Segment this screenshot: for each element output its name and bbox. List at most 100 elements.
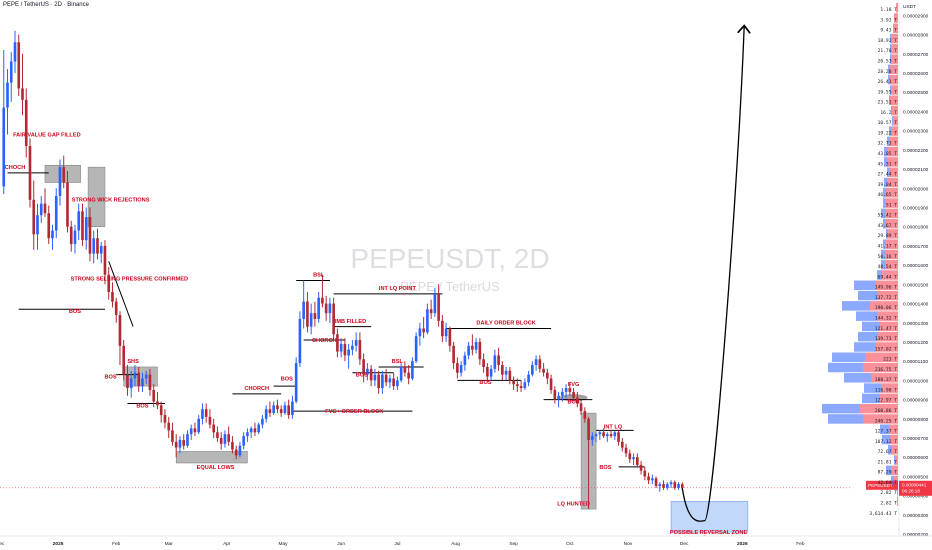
vp-sell-bar <box>882 270 898 280</box>
vp-buy-bar <box>883 239 886 249</box>
vp-row-label: 1.18 T <box>880 7 897 13</box>
annotation-label: BSL <box>392 359 404 365</box>
vp-row-label: 121.47 T <box>875 326 897 332</box>
symbol-badge-label: PEPEUSDT <box>868 483 893 488</box>
candle-body-22 <box>84 217 88 241</box>
price-scale-tick: 0.00002200 <box>903 148 929 154</box>
time-axis-tick: 2025 <box>53 541 64 547</box>
vp-buy-bar <box>890 44 891 54</box>
candle-body-153 <box>576 397 579 404</box>
price-scale-tick: 0.00000300 <box>903 513 929 519</box>
vp-sell-bar <box>891 54 898 64</box>
price-scale-tick: 0.00002600 <box>903 71 929 77</box>
candle-body-27 <box>103 245 107 275</box>
vp-buy-bar <box>881 249 885 260</box>
last-price-countdown: 06:26:18 <box>902 488 920 493</box>
candle-body-71 <box>268 409 272 414</box>
candle-body-67 <box>253 428 257 433</box>
candle-body-49 <box>186 434 189 446</box>
zone-1 <box>87 166 106 227</box>
vp-buy-bar <box>884 157 887 167</box>
vp-row-label: 21.81 T <box>878 459 898 465</box>
vp-buy-bar <box>854 342 876 352</box>
candle-body-156 <box>587 418 590 440</box>
candle-body-36 <box>137 372 141 387</box>
annotation-label: DAILY ORDER BLOCK <box>476 321 535 327</box>
candle-body-48 <box>182 439 186 446</box>
vp-buy-bar <box>889 95 890 105</box>
vp-buy-bar <box>888 445 892 455</box>
vp-row-label: 43.05 T <box>878 151 898 157</box>
symbol-badge <box>866 480 898 490</box>
candle-body-115 <box>433 293 437 314</box>
price-scale[interactable]: USDT 0.00002900 0.00002800 0.00002700 0.0000… <box>866 0 932 538</box>
vp-buy-bar <box>856 311 877 321</box>
candle-body-165 <box>621 441 624 448</box>
vp-row-label: 19.55 T <box>878 89 898 95</box>
candle-body-4 <box>17 42 21 89</box>
candle-body-144 <box>542 368 545 373</box>
vp-row-label: 137.72 T <box>875 295 897 301</box>
vp-row-label: 32.73 T <box>878 141 898 147</box>
candle-body-112 <box>422 328 425 333</box>
candle-body-64 <box>242 436 245 446</box>
candle-body-157 <box>591 436 594 440</box>
vp-row-label: 18.92 T <box>878 38 898 44</box>
candle-body-9 <box>36 215 39 235</box>
price-scale-tick: 0.00000600 <box>903 455 929 461</box>
candle-body-81 <box>306 301 309 327</box>
candle-body-21 <box>81 211 84 241</box>
candle-body-128 <box>482 359 485 367</box>
vp-sell-bar <box>886 218 898 229</box>
vp-sell-bar <box>893 116 898 126</box>
vp-buy-bar <box>858 290 878 301</box>
candle-body-16 <box>62 167 66 183</box>
candle-body-86 <box>324 303 328 314</box>
vp-buy-bar <box>864 383 881 393</box>
candle-body-110 <box>414 336 418 362</box>
zone-5 <box>670 501 749 533</box>
candle-body-101 <box>381 374 384 389</box>
candle-body-177 <box>665 484 669 488</box>
time-axis[interactable]: Dec 2025 Feb Mar Apr May Jun Jul Aug Sep Oct Nov Dec… <box>0 535 932 550</box>
chart-header-title: PEPE / TetherUS · 2D · Binance <box>3 2 89 8</box>
vp-sell-bar <box>880 321 898 332</box>
price-scale-tick: 0.00002800 <box>903 33 929 39</box>
candle-body-145 <box>546 372 549 379</box>
annotation-label: BOS <box>356 373 368 379</box>
vp-sell-bar <box>885 260 898 270</box>
candle-body-99 <box>373 374 377 381</box>
candle-body-18 <box>69 226 73 244</box>
candle-body-10 <box>39 203 43 216</box>
candle-body-3 <box>13 42 17 62</box>
vp-row-label: 144.32 T <box>875 315 897 321</box>
projection-layer <box>681 27 744 522</box>
volume-profile: 1.18 T 3.93 T 9.43 T 18.92 T 21.76 T 20.53 T 2… <box>822 3 898 517</box>
candle-body-57 <box>216 432 219 439</box>
watermark-name: PEPE / TetherUS <box>400 279 500 294</box>
price-scale-tick: 0.00002400 <box>903 109 929 115</box>
candle-body-139 <box>523 382 527 389</box>
candle-body-136 <box>512 380 515 385</box>
candle-body-93 <box>351 345 354 350</box>
candle-body-103 <box>388 378 392 383</box>
vp-row-label: 240.25 T <box>875 418 897 424</box>
candle-body-84 <box>317 297 320 319</box>
candle-body-125 <box>471 345 474 350</box>
candle-body-73 <box>276 405 279 410</box>
candle-body-180 <box>677 484 680 488</box>
vp-row-label: 236.75 T <box>875 367 897 373</box>
candle-body-109 <box>411 361 414 379</box>
time-axis-tick: Dec <box>680 541 689 547</box>
time-axis-tick: Oct <box>566 541 574 547</box>
candle-body-179 <box>673 482 677 488</box>
vp-row-label: 10.57 T <box>878 120 898 126</box>
candle-body-130 <box>489 368 493 377</box>
vp-sell-bar <box>876 342 898 352</box>
candle-body-162 <box>609 434 613 437</box>
candle-body-111 <box>418 328 422 337</box>
vp-sell-bar <box>881 383 898 393</box>
candle-body-24 <box>92 238 96 254</box>
candle-body-35 <box>133 372 137 379</box>
